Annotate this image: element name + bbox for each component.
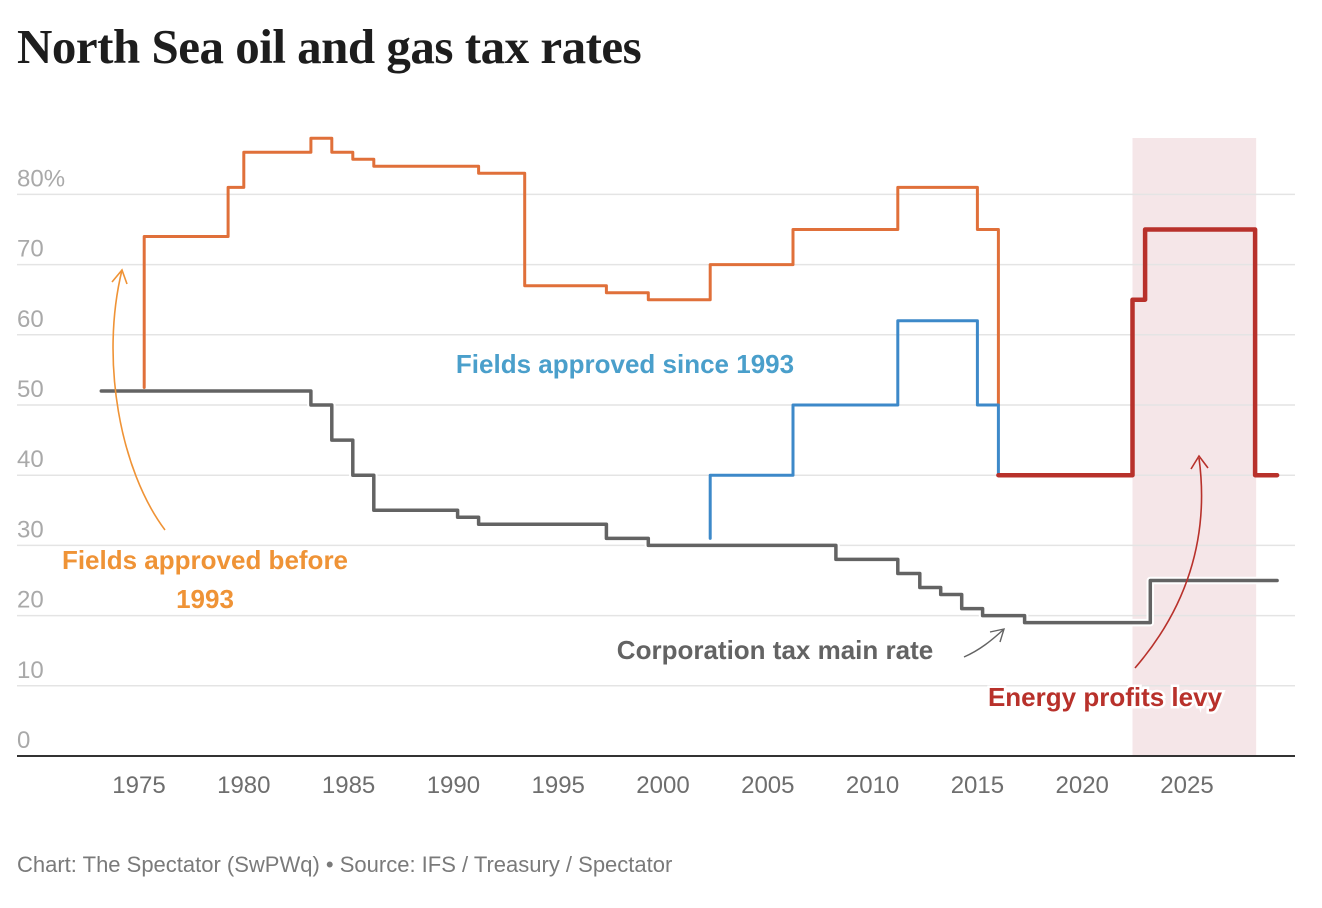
- y-tick-label: 0: [17, 727, 30, 754]
- pre1993-arrow-icon: [112, 269, 166, 531]
- series-labels: Fields approved before 1993 Fields appro…: [59, 349, 1225, 715]
- y-tick-label: 10: [17, 657, 44, 684]
- x-tick-label: 2020: [1056, 772, 1109, 799]
- corp-tax-arrow-icon: [963, 629, 1004, 658]
- y-tick-label: 70: [17, 236, 44, 263]
- pre1993-arrowhead-icon: [111, 268, 128, 285]
- chart-footer-source: Chart: The Spectator (SwPWq) • Source: I…: [17, 852, 673, 877]
- energy-levy-highlight-band: [1132, 138, 1257, 756]
- y-tick-label: 40: [17, 446, 44, 473]
- pre1993-label-line2: 1993: [176, 584, 234, 614]
- y-tick-label: 20: [17, 587, 44, 614]
- chart-title: North Sea oil and gas tax rates: [17, 19, 642, 74]
- x-tick-label: 2015: [951, 772, 1004, 799]
- y-tick-label: 30: [17, 516, 44, 543]
- series-lines: [97, 136, 1281, 627]
- corp-tax-arrowhead-icon: [989, 628, 1006, 643]
- post1993-label: Fields approved since 1993: [456, 349, 794, 379]
- y-axis-ticks: 0 10 20 30 40 50 60 70 80%: [17, 165, 65, 754]
- x-tick-label: 2005: [741, 772, 794, 799]
- energy-levy-label: Energy profits levy: [988, 682, 1223, 712]
- series-line-energy-profits-levy: [996, 227, 1280, 478]
- x-tick-label: 2025: [1160, 772, 1213, 799]
- x-tick-label: 1980: [217, 772, 270, 799]
- y-tick-label: 50: [17, 376, 44, 403]
- series-line-fields-approved-before-1993: [142, 136, 1000, 407]
- corp-tax-label: Corporation tax main rate: [617, 635, 933, 665]
- x-tick-label: 1995: [532, 772, 585, 799]
- levy-band-layer: [1132, 138, 1257, 756]
- levy-arrow-icon: [1134, 457, 1203, 669]
- annotation-arrows: [111, 268, 1209, 669]
- x-tick-label: 2000: [636, 772, 689, 799]
- y-tick-label: 80%: [17, 165, 65, 192]
- x-tick-label: 1985: [322, 772, 375, 799]
- pre1993-label-line1: Fields approved before: [62, 545, 348, 575]
- levy-arrowhead-icon: [1190, 454, 1209, 470]
- series-line-corporation-tax-main-rate: [99, 389, 1279, 625]
- x-axis-ticks: 1975 1980 1985 1990 1995 2000 2005 2010 2015 2020…: [112, 772, 1213, 799]
- x-tick-label: 1975: [112, 772, 165, 799]
- series-line-fields-approved-since-1993: [708, 319, 1000, 540]
- series-halo-corporation-tax-main-rate: [97, 387, 1281, 627]
- y-tick-label: 60: [17, 306, 44, 333]
- x-tick-label: 2010: [846, 772, 899, 799]
- x-tick-label: 1990: [427, 772, 480, 799]
